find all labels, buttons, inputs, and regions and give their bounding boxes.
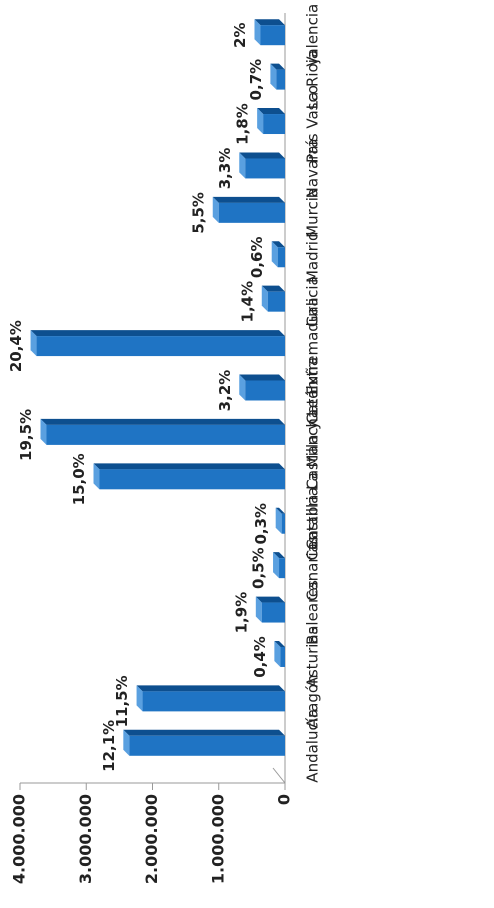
bar (277, 247, 285, 268)
data-label: 1,4% (238, 281, 256, 323)
x-tick-label: Baleares (304, 580, 322, 645)
bar-side (212, 196, 285, 203)
bar-top (275, 507, 282, 534)
bar (281, 513, 285, 534)
data-label: 0,3% (252, 503, 270, 545)
bar (99, 469, 285, 490)
data-label: 1,9% (232, 592, 250, 634)
x-tick-label: Asturias (304, 626, 322, 687)
data-label: 0,5% (250, 547, 268, 589)
bar-top (273, 552, 280, 579)
x-tick-label: Cataluña (304, 357, 322, 424)
data-label: 5,5% (189, 192, 207, 234)
bar-top (239, 152, 246, 179)
bar-side (93, 463, 285, 470)
bar-top (255, 596, 262, 623)
bar (142, 691, 285, 712)
bar-side (254, 19, 285, 26)
bar (280, 646, 285, 667)
x-tick-label: Extremadura (304, 297, 322, 395)
bar-top (239, 374, 246, 401)
bar-top (271, 241, 278, 268)
data-label: 3,3% (216, 148, 234, 190)
bar (218, 202, 285, 223)
x-tick-label: Castilla La Mancha (304, 409, 322, 550)
x-tick-label: La Rioja (304, 50, 322, 109)
bar-side (239, 152, 285, 159)
rotated-plot: 0 1.000.000 2.000.000 3.000.000 4.000.000 And… (7, 4, 321, 884)
data-label: 1,8% (234, 103, 252, 145)
bar (276, 69, 286, 90)
axis-depth (272, 767, 286, 784)
bar-top (212, 196, 219, 223)
x-tick-label: Andalucía (304, 709, 322, 783)
bar-top (254, 19, 261, 46)
bar (263, 114, 286, 135)
x-tick-label: Murcia (304, 188, 322, 238)
bar-top (136, 685, 143, 712)
bar (46, 424, 285, 445)
data-label: 0,7% (247, 59, 265, 101)
bar (36, 336, 285, 357)
data-label: 12,1% (100, 720, 118, 772)
x-tick-label: Cantabria (304, 487, 322, 560)
bar (245, 380, 285, 401)
data-label: 0,4% (251, 636, 269, 678)
bar (279, 558, 286, 579)
bar-top (261, 285, 268, 312)
bar-side (30, 330, 285, 337)
bar-side (274, 640, 285, 647)
y-tick-label: 3.000.000 (76, 794, 95, 884)
data-label: 0,6% (248, 236, 266, 278)
x-tick-label: Valencia (304, 4, 322, 67)
x-tick-label: Navarra (304, 139, 322, 199)
bar (245, 158, 285, 179)
data-label: 20,4% (7, 320, 25, 372)
bar-side (255, 596, 285, 603)
bar-top (93, 463, 100, 490)
bar-side (40, 418, 285, 425)
data-label: 11,5% (113, 675, 131, 727)
data-label: 15,0% (70, 453, 88, 505)
x-tick-label: Madrid (304, 232, 322, 284)
bar (260, 25, 285, 46)
bar-top (123, 729, 130, 756)
bar (261, 602, 285, 623)
bar-side (271, 241, 285, 248)
y-tick-label: 0 (275, 794, 294, 805)
bar (267, 291, 285, 312)
x-tick-label: País Vasco (304, 85, 322, 163)
x-tick-label: Castilla y León (304, 380, 322, 489)
bar-side (136, 685, 285, 692)
bar-side (275, 507, 285, 514)
data-label: 19,5% (17, 409, 35, 461)
bar-top (30, 330, 37, 357)
bar-top (257, 108, 264, 135)
y-tick-label: 4.000.000 (10, 794, 29, 884)
bar-side (239, 374, 285, 381)
bar-side (261, 285, 285, 292)
bar-top (40, 418, 47, 445)
x-tick-label: Canarias (304, 535, 322, 601)
bar (129, 735, 285, 756)
y-tick-label: 2.000.000 (142, 794, 161, 884)
bar-top (270, 63, 277, 90)
bar-side (273, 552, 285, 559)
data-label: 2% (231, 22, 249, 47)
y-tick-label: 1.000.000 (208, 794, 227, 884)
bar-side (270, 63, 285, 70)
data-label: 3,2% (216, 370, 234, 412)
x-tick-label: Galicia (304, 276, 322, 327)
bar-top (274, 640, 281, 667)
bar-side (123, 729, 285, 736)
x-tick-label: Aragón (304, 674, 322, 728)
bar-side (257, 108, 285, 115)
